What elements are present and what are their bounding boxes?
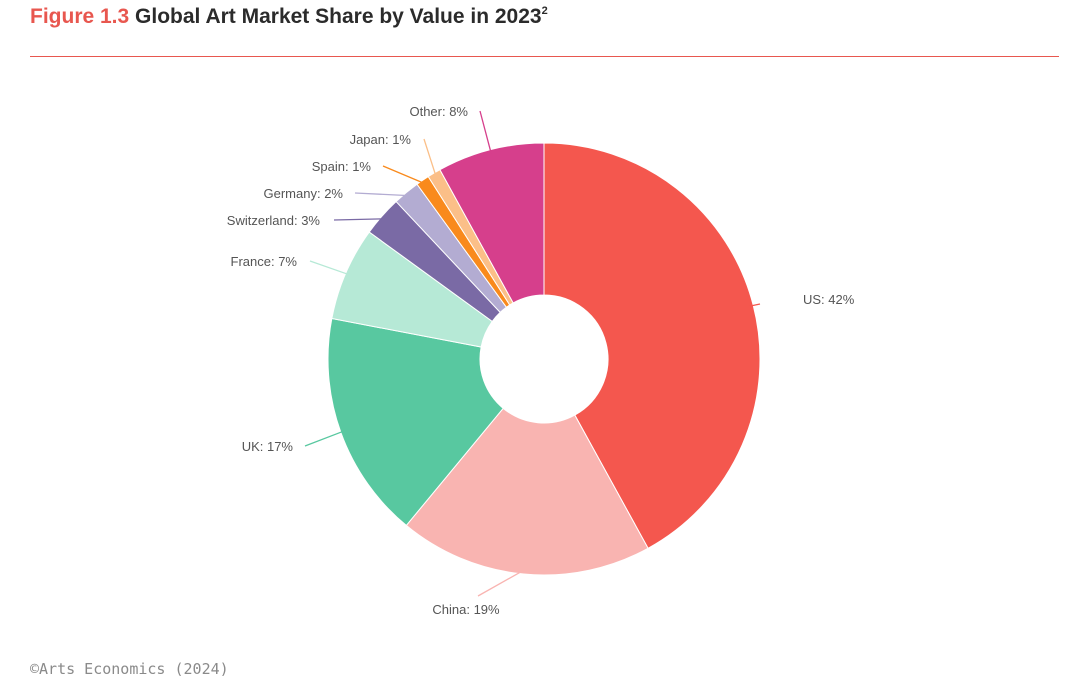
label-switzerland: Switzerland: 3% [227,213,321,228]
chart-title: Figure 1.3 Global Art Market Share by Va… [30,5,548,29]
figure-number: Figure 1.3 [30,5,130,28]
label-spain: Spain: 1% [312,159,372,174]
leader-line-china [477,569,525,597]
leader-line-japan [423,138,437,177]
title-divider [30,56,1059,57]
chart-labels: US: 42% China: 19% UK: 17% France: 7% Switze… [227,104,855,617]
label-us: US: 42% [803,292,855,307]
figure-title: Global Art Market Share by Value in 2023 [135,5,542,28]
leader-line-germany [354,192,409,197]
leader-line-uk [304,430,345,447]
footnote-marker: 2 [541,5,548,17]
leader-line-spain [382,165,426,185]
chart-slices [327,142,761,576]
slice-china [405,407,649,576]
leader-line-other [479,110,492,154]
leader-line-switzerland [333,218,385,221]
label-other: Other: 8% [409,104,468,119]
source-credit: ©Arts Economics (2024) [30,660,229,678]
leader-line-france [309,260,350,276]
slice-uk [327,317,504,527]
label-germany: Germany: 2% [264,186,344,201]
label-france: France: 7% [231,254,298,269]
leader-line-us [749,303,761,307]
label-china: China: 19% [432,602,500,617]
label-japan: Japan: 1% [350,132,412,147]
slice-us [543,142,761,549]
label-uk: UK: 17% [242,439,294,454]
slice-other [439,142,545,304]
chart-leader-lines [304,110,761,597]
